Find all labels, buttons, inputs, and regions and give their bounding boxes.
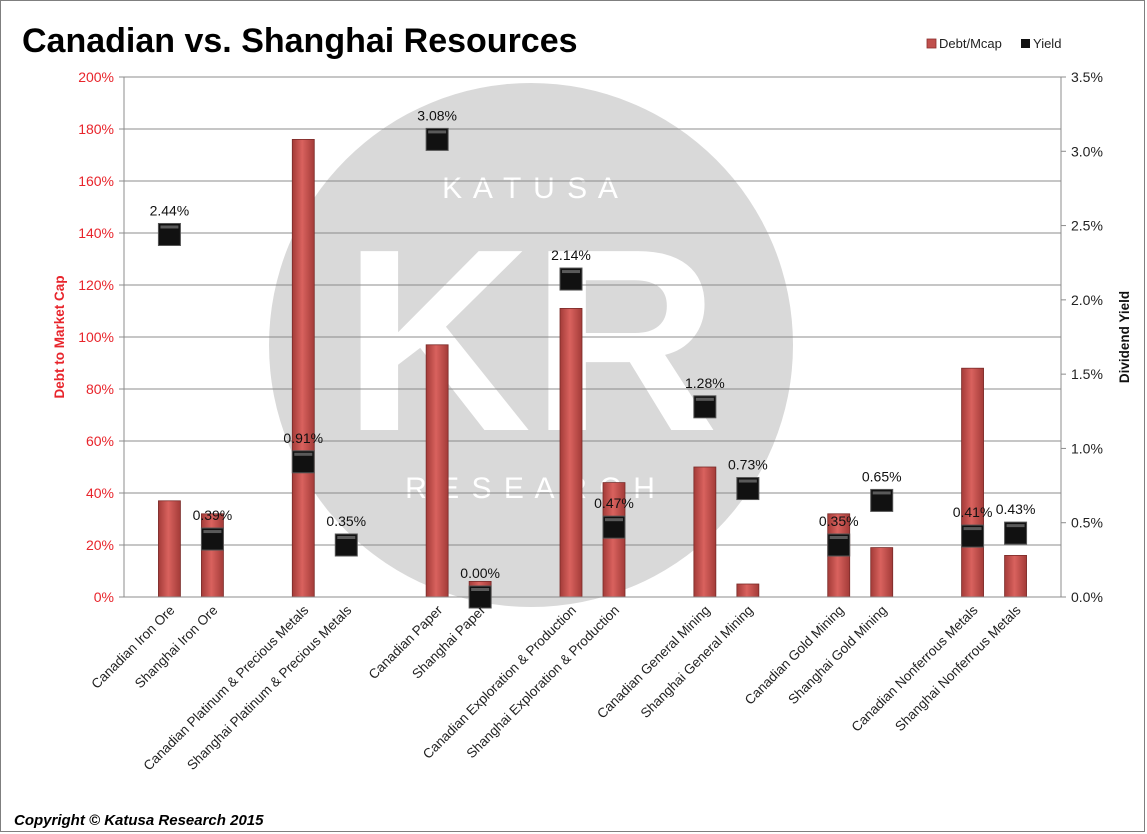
category-label: Shanghai Paper	[409, 602, 488, 681]
yield-data-label: 0.35%	[326, 513, 366, 529]
yield-data-label: 0.65%	[862, 468, 902, 484]
category-label: Canadian Platinum & Precious Metals	[141, 602, 312, 773]
chart-title: Canadian vs. Shanghai Resources	[22, 22, 578, 60]
left-tick-label: 60%	[86, 433, 114, 449]
left-axis-ticks: 0% 20% 40% 60% 80% 100% 120% 140% 160% 180% 200%	[78, 69, 114, 605]
yield-marker	[291, 450, 315, 474]
yield-marker	[961, 524, 985, 548]
category-label: Canadian Exploration & Production	[420, 603, 579, 762]
yield-marker	[200, 527, 224, 551]
watermark: KR K A T U S A R E S E A R C H	[269, 83, 793, 607]
yield-marker-highlight	[605, 518, 623, 522]
yield-marker-highlight	[829, 536, 848, 539]
yield-data-label: 0.00%	[460, 565, 500, 581]
category-label: Shanghai Platinum & Precious Metals	[184, 602, 354, 772]
right-tick-label: 3.0%	[1071, 143, 1103, 159]
yield-marker-highlight	[738, 479, 757, 483]
debt-bar	[961, 367, 984, 598]
debt-bar	[158, 500, 181, 598]
yield-marker-highlight	[428, 130, 447, 134]
category-label: Shanghai Exploration & Production	[463, 603, 622, 762]
yield-marker	[827, 533, 851, 557]
legend-label-debt: Debt/Mcap	[939, 36, 1002, 51]
gridlines	[124, 76, 1061, 546]
category-label: Shanghai Iron Ore	[132, 603, 221, 692]
yield-data-label: 0.47%	[594, 495, 634, 511]
right-axis-ticks: 0.0% 0.5% 1.0% 1.5% 2.0% 2.5% 3.0% 3.5%	[1071, 69, 1103, 605]
yield-marker-highlight	[203, 530, 222, 534]
yield-marker	[870, 488, 894, 512]
yield-marker	[559, 267, 583, 291]
yield-marker	[736, 477, 760, 501]
yield-data-label: 0.91%	[283, 430, 323, 446]
watermark-logo-text: KR	[343, 196, 719, 486]
left-tick-label: 200%	[78, 69, 114, 85]
debt-bar	[693, 466, 717, 598]
yield-data-label: 0.43%	[996, 501, 1036, 517]
right-axis-label: Dividend Yield	[1117, 291, 1132, 383]
right-tick-label: 0.0%	[1071, 589, 1103, 605]
right-tick-label: 1.0%	[1071, 440, 1103, 456]
left-axis-label: Debt to Market Cap	[52, 275, 67, 398]
debt-bar	[201, 513, 224, 598]
debt-bar	[291, 138, 315, 598]
left-tick-label: 0%	[94, 589, 114, 605]
yield-marker	[334, 533, 358, 557]
yield-marker-highlight	[294, 452, 313, 456]
left-tick-label: 140%	[78, 225, 114, 241]
right-tick-label: 3.5%	[1071, 69, 1103, 85]
watermark-circle	[269, 83, 793, 607]
copyright-text: Copyright © Katusa Research 2015	[14, 812, 264, 829]
yield-marker-highlight	[562, 270, 580, 274]
yield-data-label: 0.35%	[819, 513, 859, 529]
yield-marker-highlight	[471, 588, 490, 591]
yield-data-label: 3.08%	[417, 107, 457, 123]
yield-marker	[468, 585, 492, 609]
yield-marker-highlight	[337, 536, 356, 539]
right-tick-label: 2.0%	[1071, 292, 1103, 308]
debt-bar	[559, 307, 583, 598]
debt-bar	[1004, 555, 1027, 598]
yield-data-label: 2.44%	[150, 202, 190, 218]
yield-marker	[1004, 521, 1028, 545]
debt-bar	[425, 344, 449, 598]
legend: Debt/Mcap Yield	[926, 36, 1061, 51]
yield-marker-highlight	[1006, 524, 1025, 528]
yield-marker-highlight	[695, 397, 714, 401]
yield-marker-highlight	[872, 491, 891, 495]
yield-data-label: 1.28%	[685, 375, 725, 391]
yield-marker	[157, 222, 181, 246]
legend-label-yield: Yield	[1033, 36, 1061, 51]
yield-data-label: 2.14%	[551, 247, 591, 263]
yield-series: 2.44% 0.39% 0.91% 0.35% 3.08% 0.00% 2.14% 0.47%…	[150, 107, 1036, 609]
yield-marker-highlight	[160, 225, 179, 229]
left-tick-label: 180%	[78, 121, 114, 137]
left-tick-label: 160%	[78, 173, 114, 189]
legend-swatch-debt	[926, 38, 937, 49]
right-tick-label: 0.5%	[1071, 515, 1103, 531]
yield-marker	[602, 515, 626, 539]
yield-data-label: 0.39%	[193, 507, 233, 523]
watermark-top-text: K A T U S A	[442, 172, 620, 205]
right-tick-label: 1.5%	[1071, 366, 1103, 382]
left-tick-label: 40%	[86, 485, 114, 501]
yield-data-label: 0.73%	[728, 457, 768, 473]
left-tick-label: 120%	[78, 277, 114, 293]
debt-bar	[736, 583, 760, 598]
left-tick-label: 80%	[86, 381, 114, 397]
legend-swatch-yield	[1021, 39, 1030, 48]
yield-marker	[693, 395, 717, 419]
yield-marker-highlight	[963, 527, 982, 531]
yield-data-label: 0.41%	[953, 504, 993, 520]
right-tick-label: 2.5%	[1071, 218, 1103, 234]
left-tick-label: 20%	[86, 537, 114, 553]
debt-bar	[870, 547, 894, 598]
category-label: Canadian Paper	[366, 602, 446, 682]
left-tick-label: 100%	[78, 329, 114, 345]
axes	[119, 76, 1066, 598]
yield-marker	[425, 127, 449, 151]
